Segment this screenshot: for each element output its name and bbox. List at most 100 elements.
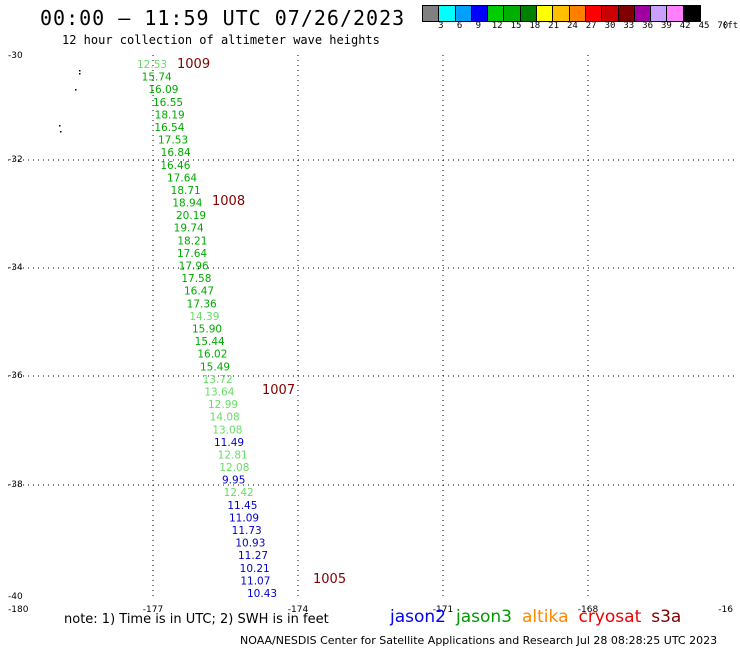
legend-label: 30 bbox=[604, 21, 616, 31]
swh-observation: 11.49 bbox=[214, 437, 244, 449]
swh-observation: 17.96 bbox=[179, 261, 209, 273]
swh-observation: 17.58 bbox=[181, 273, 211, 285]
legend-swatch bbox=[683, 6, 701, 21]
legend-label: 21 bbox=[548, 21, 560, 31]
legend-swatch bbox=[602, 6, 619, 21]
legend-swatch bbox=[520, 6, 538, 21]
swh-observation: 17.64 bbox=[167, 172, 197, 184]
satellite-cryosat: cryosat bbox=[578, 607, 642, 627]
legend-swatch bbox=[667, 6, 684, 21]
swh-observation: 10.21 bbox=[240, 563, 270, 575]
legend-label: 12 bbox=[491, 21, 503, 31]
legend-swatch bbox=[569, 6, 586, 21]
legend-label: 18 bbox=[529, 21, 541, 31]
island-speck bbox=[60, 131, 62, 133]
legend-swatch bbox=[651, 6, 668, 21]
lat-tick-label: -36 bbox=[8, 371, 23, 381]
lon-tick-label: -168 bbox=[578, 605, 599, 615]
swh-observation: 16.09 bbox=[148, 84, 178, 96]
lon-tick-label: -171 bbox=[433, 605, 453, 615]
swh-observation: 16.55 bbox=[153, 97, 183, 109]
pressure-label: 1009 bbox=[177, 57, 210, 72]
legend-swatch bbox=[537, 6, 554, 21]
swh-observation: 11.45 bbox=[227, 500, 257, 512]
legend-label: 24 bbox=[566, 21, 578, 31]
legend-label: 70 bbox=[717, 21, 729, 31]
lat-tick-label: -32 bbox=[8, 155, 23, 165]
legend-swatch bbox=[439, 6, 456, 21]
coastline-specks bbox=[59, 70, 81, 133]
swh-observation: 11.27 bbox=[238, 550, 268, 562]
swh-observation: 15.49 bbox=[200, 361, 230, 373]
swh-observation: 17.36 bbox=[187, 298, 217, 310]
legend-label: 3 bbox=[438, 21, 444, 31]
legend-label: 36 bbox=[642, 21, 654, 31]
legend-swatch bbox=[455, 6, 472, 21]
legend-label: 33 bbox=[623, 21, 635, 31]
legend-swatch bbox=[618, 6, 635, 21]
swh-observation: 12.08 bbox=[219, 462, 249, 474]
lon-tick-label: -174 bbox=[288, 605, 309, 615]
swh-observation: 17.64 bbox=[177, 248, 207, 260]
page-title: 00:00 – 11:59 UTC 07/26/2023 bbox=[40, 6, 406, 30]
island-speck bbox=[59, 125, 61, 127]
lon-tick-label: -177 bbox=[143, 605, 163, 615]
color-scale-legend bbox=[422, 5, 702, 22]
swh-observation: 20.19 bbox=[176, 210, 206, 222]
axis-ticks: -30 -32 -34 -36 -38 -40 -180 -177 -174 -171 -168 -1… bbox=[8, 51, 733, 615]
swh-observation: 14.08 bbox=[210, 412, 240, 424]
swh-observation: 15.44 bbox=[195, 336, 225, 348]
island-speck bbox=[75, 89, 77, 91]
legend-unit: (ft) bbox=[721, 21, 740, 31]
legend-swatch bbox=[553, 6, 570, 21]
legend-swatch bbox=[585, 6, 603, 21]
swh-observation: 17.53 bbox=[158, 135, 188, 147]
swh-observation: 10.93 bbox=[235, 538, 265, 550]
swh-observation: 12.53 bbox=[137, 59, 167, 71]
swh-observation: 18.21 bbox=[177, 235, 207, 247]
swh-observation: 12.42 bbox=[224, 487, 254, 499]
swh-observation: 11.73 bbox=[232, 525, 262, 537]
legend-label: 27 bbox=[585, 21, 597, 31]
map-grid bbox=[8, 55, 735, 600]
swh-observation: 16.84 bbox=[161, 147, 191, 159]
footer-credit: NOAA/NESDIS Center for Satellite Applica… bbox=[240, 634, 718, 647]
lat-tick-label: -34 bbox=[8, 263, 23, 273]
pressure-label: 1005 bbox=[313, 572, 346, 587]
island-speck bbox=[79, 70, 81, 72]
legend-label: 45 bbox=[698, 21, 710, 31]
lon-tick-label: -16 bbox=[718, 605, 733, 615]
satellite-s3a: s3a bbox=[651, 607, 682, 627]
swh-observation: 10.43 bbox=[247, 588, 277, 600]
footer-note: note: 1) Time is in UTC; 2) SWH is in fe… bbox=[64, 612, 329, 627]
swh-observation: 9.95 bbox=[222, 475, 245, 487]
legend-label: 39 bbox=[660, 21, 672, 31]
swh-observation: 18.71 bbox=[171, 185, 201, 197]
swh-observation: 14.39 bbox=[189, 311, 219, 323]
swh-observation: 12.81 bbox=[218, 449, 248, 461]
page-subtitle: 12 hour collection of altimeter wave hei… bbox=[62, 33, 380, 47]
swh-observation: 11.07 bbox=[240, 575, 270, 587]
island-speck bbox=[79, 73, 81, 75]
swh-observation: 16.46 bbox=[160, 160, 190, 172]
legend-label: 42 bbox=[679, 21, 691, 31]
swh-observation: 15.74 bbox=[142, 72, 172, 84]
swh-observation: 16.47 bbox=[184, 286, 214, 298]
pressure-label: 1008 bbox=[212, 194, 245, 209]
swh-observation: 15.90 bbox=[192, 324, 222, 336]
swh-observation: 13.08 bbox=[212, 424, 242, 436]
satellite-jason2: jason2 bbox=[390, 607, 446, 627]
pressure-labels: 1009 1008 1007 1005 bbox=[177, 57, 346, 587]
legend-swatch bbox=[423, 6, 440, 21]
pressure-label: 1007 bbox=[262, 383, 295, 398]
legend-swatch bbox=[634, 6, 652, 21]
swh-observation: 16.54 bbox=[154, 122, 184, 134]
lat-tick-label: -38 bbox=[8, 480, 23, 490]
swh-observation: 19.74 bbox=[174, 223, 204, 235]
swh-observation: 18.94 bbox=[172, 198, 202, 210]
legend-swatch bbox=[471, 6, 489, 21]
satellite-legend: jason2 jason3 altika cryosat s3a bbox=[390, 607, 691, 627]
legend-label: 6 bbox=[456, 21, 463, 31]
